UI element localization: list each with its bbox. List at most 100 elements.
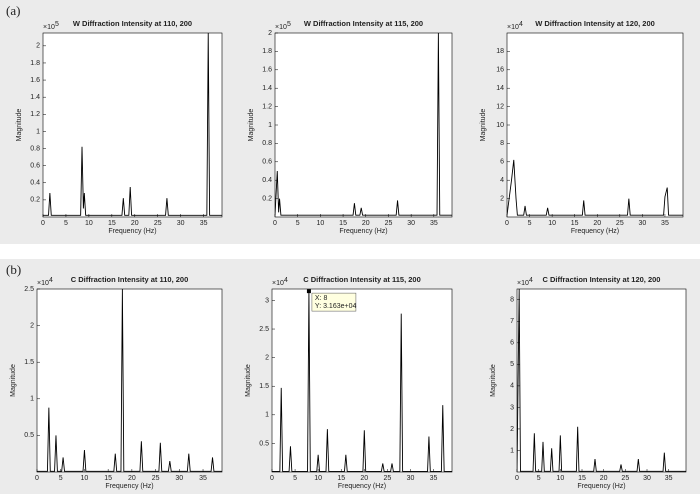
x-tick-label: 15 (337, 475, 345, 482)
chart-title: W Diffraction Intensity at 110, 200 (73, 19, 192, 28)
x-axis-label: Frequency (Hz) (338, 483, 386, 490)
x-tick-label: 15 (571, 220, 579, 227)
x-tick-label: 30 (407, 220, 415, 227)
y-multiplier: ×10 (275, 24, 287, 31)
x-tick-label: 5 (296, 220, 300, 227)
x-tick-label: 30 (175, 475, 183, 482)
x-tick-label: 30 (407, 475, 415, 482)
x-axis-label: Frequency (Hz) (577, 483, 625, 490)
y-tick-label: 0.5 (24, 432, 34, 439)
y-tick-label: 1 (268, 122, 272, 129)
y-axis-label: Magnitude (245, 364, 252, 397)
spectrum-line (43, 33, 222, 216)
x-tick-label: 25 (152, 475, 160, 482)
y-tick-label: 0.8 (30, 145, 40, 152)
y-tick-label: 1.8 (30, 60, 40, 67)
y-exponent: 5 (55, 21, 59, 28)
spectrum-line (272, 291, 452, 472)
spectrum-line (507, 159, 683, 216)
y-tick-label: 1.5 (259, 383, 269, 390)
chart: C Diffraction Intensity at 110, 200 ×10 4 F… (10, 275, 223, 490)
x-tick-label: 30 (638, 220, 646, 227)
x-tick-label: 15 (578, 475, 586, 482)
y-tick-label: 16 (496, 67, 504, 74)
y-tick-label: 1.2 (30, 111, 40, 118)
y-tick-label: 2 (510, 426, 514, 433)
x-tick-label: 5 (293, 475, 297, 482)
x-tick-label: 0 (270, 475, 274, 482)
chart-title: C Diffraction Intensity at 110, 200 (71, 275, 189, 284)
datatip-box (311, 292, 357, 312)
y-tick-label: 4 (500, 177, 504, 184)
x-tick-label: 10 (314, 475, 322, 482)
y-tick-label: 2 (30, 322, 34, 329)
x-tick-label: 35 (661, 220, 669, 227)
y-tick-label: 8 (500, 140, 504, 147)
x-tick-label: 5 (64, 220, 68, 227)
y-tick-label: 1.6 (30, 77, 40, 84)
x-axis-label: Frequency (Hz) (105, 483, 153, 490)
y-tick-label: 1.2 (262, 103, 272, 110)
x-tick-label: 35 (665, 475, 673, 482)
x-tick-label: 10 (316, 220, 324, 227)
x-tick-label: 35 (199, 475, 207, 482)
y-exponent: 5 (287, 21, 291, 28)
y-tick-label: 0.8 (262, 140, 272, 147)
y-tick-label: 2.5 (259, 326, 269, 333)
y-tick-label: 0.6 (262, 159, 272, 166)
y-tick-label: 2 (265, 354, 269, 361)
x-tick-label: 20 (593, 220, 601, 227)
y-axis-label: Magnitude (10, 364, 17, 397)
y-multiplier: ×10 (43, 24, 55, 31)
x-tick-label: 5 (528, 220, 532, 227)
x-tick-label: 30 (177, 220, 185, 227)
x-tick-label: 0 (41, 220, 45, 227)
spectrum-line (37, 289, 222, 472)
spectrum-line (517, 289, 686, 472)
y-tick-label: 0.4 (30, 180, 40, 187)
y-tick-label: 1 (30, 396, 34, 403)
chart-title: W Diffraction Intensity at 115, 200 (304, 19, 423, 28)
x-tick-label: 10 (556, 475, 564, 482)
y-tick-label: 4 (510, 383, 514, 390)
x-tick-label: 35 (430, 475, 438, 482)
chart: W Diffraction Intensity at 120, 200×10 4F… (480, 19, 684, 235)
y-tick-label: 5 (510, 361, 514, 368)
y-tick-label: 2 (36, 43, 40, 50)
x-axis-label: Frequency (Hz) (571, 228, 619, 235)
y-tick-label: 1.8 (262, 48, 272, 55)
x-tick-label: 20 (131, 220, 139, 227)
y-tick-label: 6 (510, 340, 514, 347)
plot-area (506, 32, 684, 218)
x-tick-label: 0 (35, 475, 39, 482)
y-axis-label: Magnitude (480, 109, 487, 142)
y-tick-label: 1.5 (24, 359, 34, 366)
y-tick-label: 1 (36, 128, 40, 135)
x-tick-label: 20 (128, 475, 136, 482)
plot-area (274, 32, 453, 218)
x-tick-label: 20 (362, 220, 370, 227)
y-tick-label: 7 (510, 318, 514, 325)
y-tick-label: 2 (500, 195, 504, 202)
y-tick-label: 14 (496, 85, 504, 92)
y-tick-label: 3 (510, 404, 514, 411)
x-tick-label: 30 (643, 475, 651, 482)
x-tick-label: 0 (273, 220, 277, 227)
x-tick-label: 10 (548, 220, 556, 227)
y-exponent: 4 (519, 21, 523, 28)
y-axis-label: Magnitude (16, 109, 23, 142)
spectrum-line (275, 33, 452, 216)
x-tick-label: 15 (108, 220, 116, 227)
y-tick-label: 1 (510, 447, 514, 454)
datatip-text: Y: 3.163e+04 (315, 303, 357, 310)
y-tick-label: 1 (265, 412, 269, 419)
x-tick-label: 15 (104, 475, 112, 482)
y-tick-label: 1.4 (262, 85, 272, 92)
y-exponent: 4 (284, 277, 288, 284)
panel-label: (b) (6, 262, 21, 277)
x-tick-label: 25 (383, 475, 391, 482)
chart: W Diffraction Intensity at 110, 200×10 5F… (16, 19, 223, 235)
datatip-text: X: 8 (315, 295, 328, 302)
y-tick-label: 8 (510, 297, 514, 304)
